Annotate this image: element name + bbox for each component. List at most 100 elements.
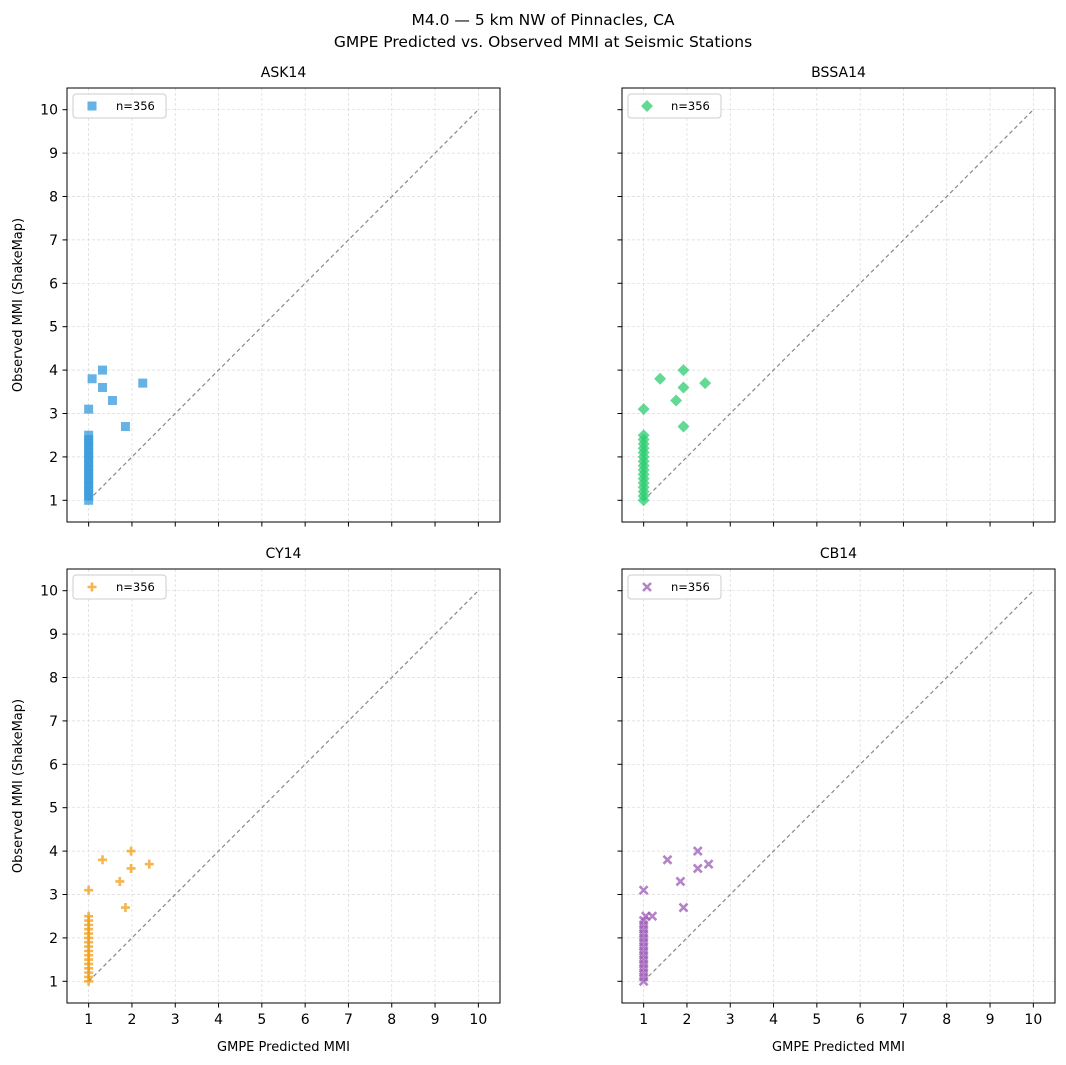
- subplot-ask14: 1 2 3 4 5 6 7 8 9 10 ASK14 Observed MMI (ShakeMap) n…: [11, 65, 501, 527]
- data-point: [87, 374, 97, 384]
- x-tick-label: 6: [856, 1012, 865, 1028]
- legend-box: [72, 574, 167, 600]
- legend-box: [627, 574, 722, 600]
- x-tick-label: 8: [942, 1012, 951, 1028]
- data-point: [126, 863, 136, 873]
- data-point: [84, 885, 94, 895]
- y-tick-label: 10: [40, 103, 58, 119]
- y-tick-label: 7: [49, 233, 58, 249]
- legend-box: [627, 93, 722, 119]
- subplot-title: ASK14: [261, 65, 307, 81]
- data-point: [126, 846, 136, 856]
- y-tick-label: 8: [49, 671, 58, 687]
- y-tick-label: 5: [49, 320, 58, 336]
- axes-frame: [66, 87, 501, 523]
- one-to-one-reference-line: [88, 590, 479, 982]
- data-point: [677, 364, 690, 377]
- legend-label: n=356: [671, 580, 710, 594]
- legend-marker: [642, 582, 652, 592]
- subplot-cb14: 1 2 3 4 5 6 7 8 9 10 CB14 GMPE Predicted MMI n=356: [617, 546, 1056, 1055]
- y-tick-label: 6: [49, 276, 58, 292]
- data-point: [120, 903, 130, 913]
- data-point: [637, 403, 650, 416]
- x-tick-label: 10: [1024, 1012, 1042, 1028]
- x-axis-label: GMPE Predicted MMI: [772, 1040, 905, 1055]
- legend: n=356: [72, 574, 167, 600]
- one-to-one-reference-line: [88, 109, 479, 501]
- one-to-one-reference-line: [643, 590, 1034, 982]
- x-tick-label: 3: [171, 1012, 180, 1028]
- data-point: [84, 404, 94, 414]
- legend-marker: [641, 100, 653, 112]
- axes-frame: [621, 87, 1056, 523]
- legend-label: n=356: [116, 99, 155, 113]
- y-tick-label: 4: [49, 844, 58, 860]
- data-point: [84, 976, 94, 986]
- data-point: [115, 876, 125, 886]
- legend: n=356: [627, 93, 722, 119]
- x-tick-label: 3: [726, 1012, 735, 1028]
- x-axis-label: GMPE Predicted MMI: [217, 1040, 350, 1055]
- data-point: [677, 381, 690, 394]
- subplot-bssa14: BSSA14 n=356: [617, 65, 1056, 527]
- x-tick-label: 6: [301, 1012, 310, 1028]
- subplot-title: BSSA14: [811, 65, 866, 81]
- data-point: [678, 902, 689, 913]
- subplot-cy14: 1 2 3 4 5 6 7 8 9 10 1 2 3 4 5 6 7 8 9 10 CY14 GMPE Predicted…: [11, 546, 501, 1055]
- data-point: [120, 422, 130, 432]
- y-axis-label: Observed MMI (ShakeMap): [11, 218, 26, 392]
- y-tick-label: 5: [49, 801, 58, 817]
- x-tick-label: 7: [899, 1012, 908, 1028]
- y-tick-label: 6: [49, 757, 58, 773]
- y-tick-label: 3: [49, 407, 58, 423]
- x-tick-label: 1: [639, 1012, 648, 1028]
- legend-label: n=356: [671, 99, 710, 113]
- figure-title-line1: M4.0 — 5 km NW of Pinnacles, CA: [411, 11, 674, 29]
- y-tick-label: 1: [49, 974, 58, 990]
- x-tick-label: 7: [344, 1012, 353, 1028]
- x-tick-label: 4: [769, 1012, 778, 1028]
- data-point: [677, 420, 690, 433]
- x-tick-label: 9: [986, 1012, 995, 1028]
- x-tick-label: 9: [431, 1012, 440, 1028]
- data-point: [98, 365, 108, 375]
- x-tick-label: 2: [682, 1012, 691, 1028]
- one-to-one-reference-line: [643, 109, 1034, 501]
- data-point: [637, 494, 650, 507]
- y-tick-label: 1: [49, 493, 58, 509]
- data-point: [654, 372, 667, 385]
- figure-title-line2: GMPE Predicted vs. Observed MMI at Seism…: [334, 33, 752, 51]
- subplot-grid: 1 2 3 4 5 6 7 8 9 10 ASK14 Observed MMI (ShakeMap) n…: [11, 65, 1056, 1055]
- x-tick-label: 8: [387, 1012, 396, 1028]
- data-point: [699, 377, 712, 390]
- data-point: [98, 382, 108, 392]
- y-axis-label: Observed MMI (ShakeMap): [11, 699, 26, 873]
- data-point: [144, 859, 154, 869]
- x-tick-label: 2: [127, 1012, 136, 1028]
- data-point: [692, 846, 703, 857]
- legend: n=356: [627, 574, 722, 600]
- y-tick-label: 3: [49, 888, 58, 904]
- y-tick-label: 10: [40, 584, 58, 600]
- data-point: [662, 854, 673, 865]
- data-point: [84, 495, 94, 505]
- legend-label: n=356: [116, 580, 155, 594]
- data-point: [98, 855, 108, 865]
- y-tick-label: 2: [49, 931, 58, 947]
- data-point: [107, 395, 117, 405]
- legend-marker: [87, 582, 97, 592]
- legend-box: [72, 93, 167, 119]
- y-tick-label: 9: [49, 627, 58, 643]
- y-tick-label: 9: [49, 146, 58, 162]
- y-tick-label: 8: [49, 190, 58, 206]
- data-point: [138, 378, 148, 388]
- subplot-title: CY14: [266, 546, 302, 562]
- y-tick-label: 2: [49, 450, 58, 466]
- data-point: [670, 394, 683, 407]
- axes-frame: [66, 568, 501, 1004]
- data-point: [675, 876, 686, 887]
- data-point: [703, 859, 714, 870]
- x-tick-label: 5: [812, 1012, 821, 1028]
- x-tick-label: 5: [257, 1012, 266, 1028]
